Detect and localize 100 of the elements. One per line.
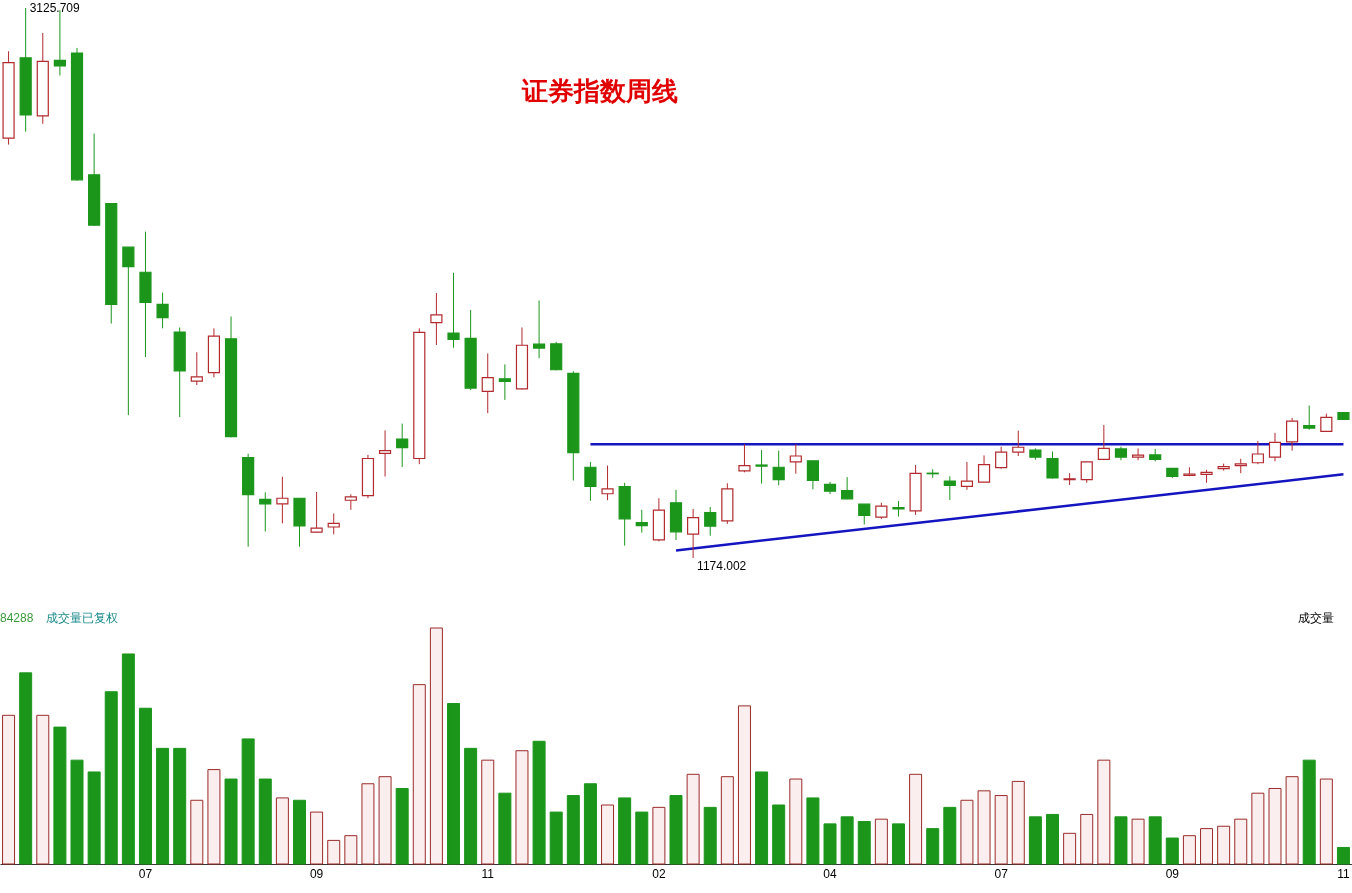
bar [1336,846,1350,865]
candlestick [1080,461,1093,484]
bar [19,672,33,865]
bar [1131,818,1145,865]
bar [1011,780,1025,865]
bar [87,771,101,865]
bar [258,778,272,865]
candlestick [687,508,700,559]
candlestick [1097,424,1110,461]
bar [327,839,341,865]
candlestick [601,465,614,501]
bar [121,653,135,865]
candlestick [704,506,717,537]
bar [138,707,152,865]
candlestick [1286,417,1299,452]
candlestick [532,299,546,359]
bar [1319,778,1333,865]
bar [549,811,563,865]
bar [447,703,461,865]
candlestick [1303,405,1316,431]
bar [720,776,734,865]
bar [618,797,632,865]
bar [1165,837,1179,865]
bar [909,773,923,865]
bar [943,806,957,865]
bar [891,823,905,865]
candlestick [995,446,1008,470]
candlestick [1251,440,1264,465]
candlestick [481,352,494,414]
bar [1285,776,1299,865]
bar [1097,759,1111,865]
candlestick [156,292,169,329]
candlestick [190,351,203,386]
annotation: 3125.709 [29,1,81,15]
bar [1028,816,1042,865]
bar [344,835,358,865]
bar [1063,832,1077,865]
bar [1200,828,1214,865]
candlestick [738,443,751,473]
candlestick [977,454,991,483]
bar [635,811,649,865]
bar [737,705,751,865]
bar [53,726,67,865]
x-tick-label: 07 [994,866,1009,881]
candlestick [447,272,460,349]
bar [755,771,769,865]
bar [241,738,255,865]
bar [498,792,512,865]
candlestick [960,461,974,491]
x-tick-label: 02 [652,866,666,881]
bar [1234,818,1248,865]
bar [429,627,443,865]
bar [703,806,717,865]
candlestick [789,443,802,475]
bar [926,828,940,865]
bar [207,769,221,865]
text: 1174.002 [697,559,747,573]
bar [840,816,854,865]
candlestick [635,509,648,534]
candlestick [396,423,409,468]
bar [481,759,495,865]
bar [977,790,991,865]
text: 成交量已复权 [46,611,118,625]
candlestick [430,292,443,346]
candlestick [1268,432,1282,462]
bar [669,795,683,865]
bar [874,818,888,865]
candlestick [943,475,956,501]
bar [601,804,615,865]
candlestick [327,512,340,535]
text: 成交量 [1298,611,1334,625]
bar [686,773,700,865]
bar [1302,759,1316,865]
x-tick-label: 07 [138,866,153,881]
bar [1080,813,1094,865]
bar [823,823,837,865]
bar [1217,825,1231,865]
bar [789,778,803,865]
candlestick [806,460,820,490]
bar [583,783,597,865]
candlestick [1046,450,1059,480]
bar [224,778,238,865]
candlestick [755,449,768,485]
bar [1148,816,1162,865]
candlestick [498,363,511,401]
bar [1114,816,1128,865]
bar [652,806,666,865]
candlestick [1131,447,1145,461]
bar [806,797,820,865]
bar [566,795,580,865]
bar [378,776,392,865]
candlestick [584,461,597,502]
bar [36,714,50,865]
candlestick [276,476,289,524]
candlestick [858,503,871,525]
x-tick-label: 11 [481,866,495,881]
bar [464,747,478,865]
bar [857,821,871,865]
bar [275,797,289,865]
bar [361,783,375,865]
